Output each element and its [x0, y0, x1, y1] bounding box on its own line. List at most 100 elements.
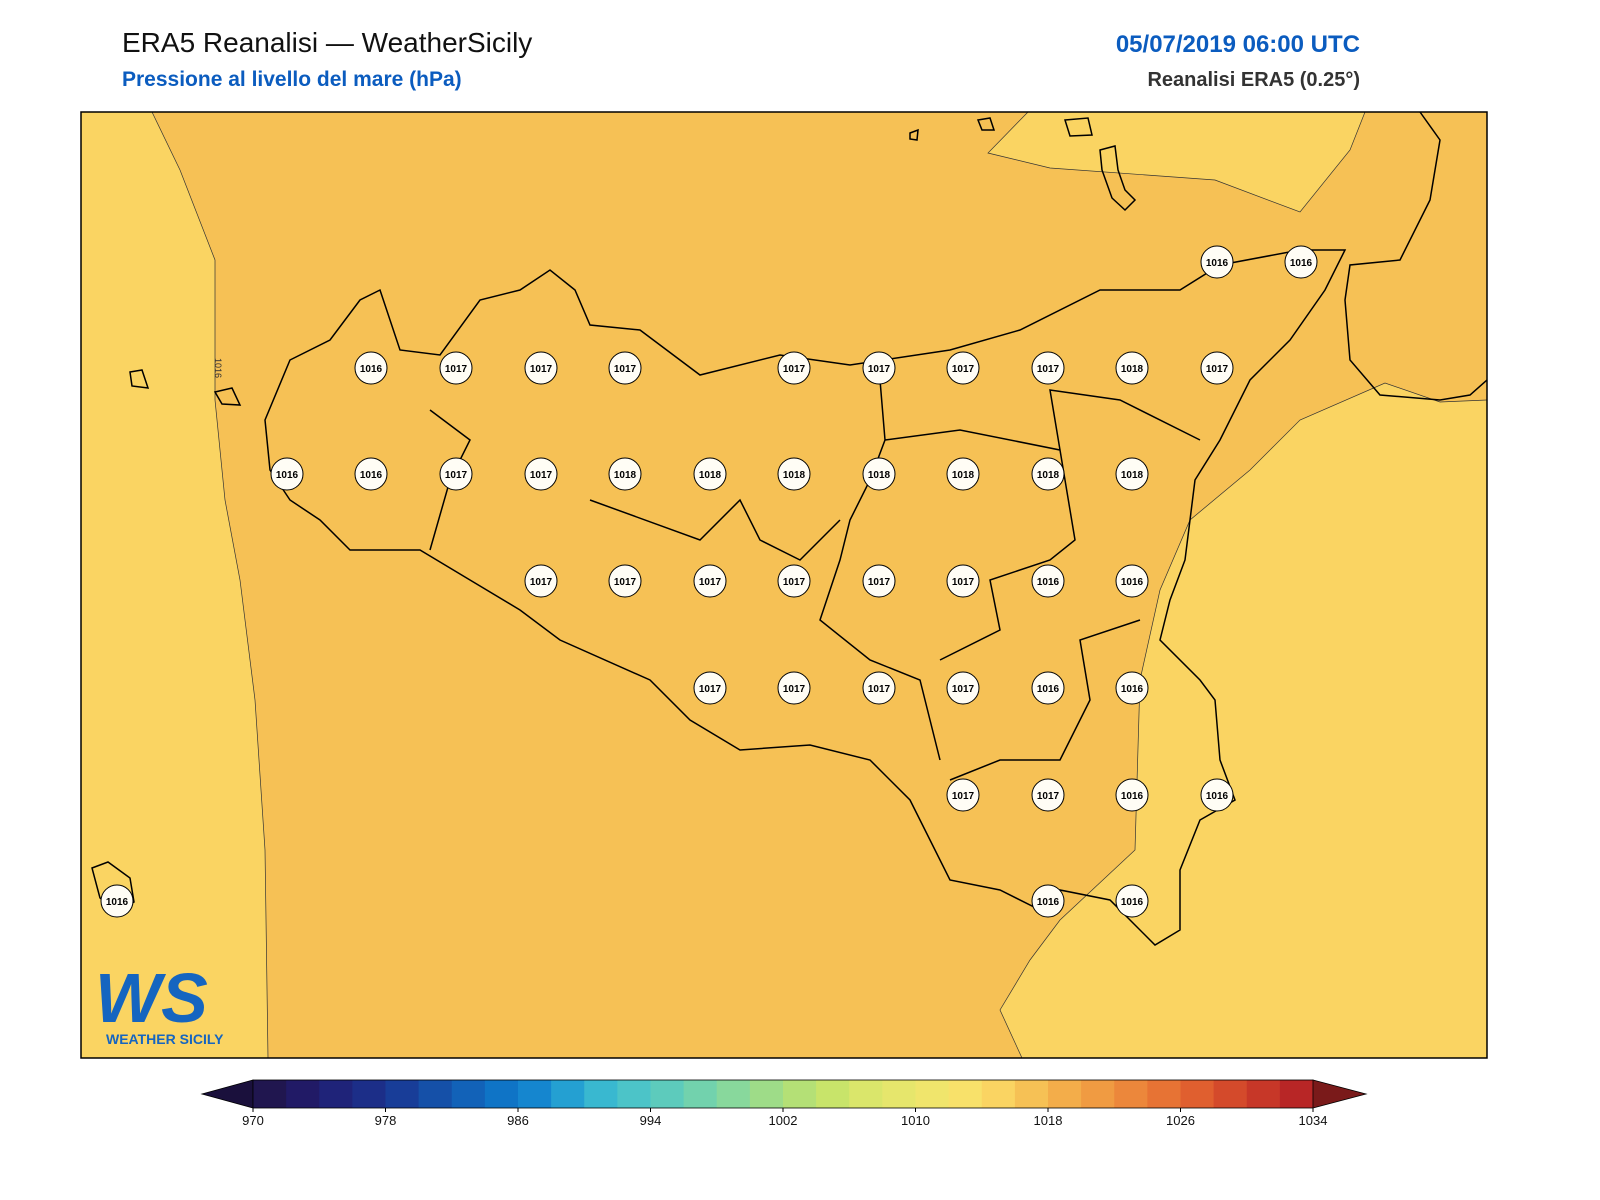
label-marker	[693, 671, 727, 705]
pressure-label: 1017	[1206, 364, 1229, 375]
label-marker	[1031, 457, 1065, 491]
colorbar-bin	[1014, 1080, 1049, 1108]
pressure-label: 1016	[1037, 684, 1060, 695]
pressure-label: 1017	[783, 577, 806, 588]
colorbar-bin	[783, 1080, 817, 1108]
pressure-label: 1018	[783, 470, 806, 481]
pressure-label: 1016	[1206, 791, 1229, 802]
label-marker	[862, 671, 896, 705]
colorbar-tick-label: 1002	[769, 1113, 798, 1128]
colorbar-bin	[451, 1080, 486, 1108]
sicily-coast	[264, 249, 1347, 946]
colorbar-bin	[286, 1080, 320, 1108]
colorbar-tick-label: 1018	[1034, 1113, 1063, 1128]
pressure-label: 1017	[952, 684, 975, 695]
pressure-label: 1017	[952, 791, 975, 802]
colorbar-bin	[253, 1080, 287, 1108]
label-marker	[693, 564, 727, 598]
title: ERA5 Reanalisi — WeatherSicily	[122, 27, 532, 58]
label-marker	[946, 778, 980, 812]
colorbar-bin	[1048, 1080, 1082, 1108]
label-marker	[1115, 778, 1149, 812]
colorbar-bin	[849, 1080, 883, 1108]
colorbar-bin	[948, 1080, 983, 1108]
pressure-label: 1017	[868, 684, 891, 695]
pressure-label: 1018	[699, 470, 722, 481]
map-frame	[80, 111, 1488, 1059]
colorbar: 970 978 986 994 1002 1010 1018 1026 1034	[200, 1079, 1368, 1128]
pressure-label: 1016	[1121, 577, 1144, 588]
label-marker	[1115, 351, 1149, 385]
label-marker	[862, 564, 896, 598]
label-marker	[1284, 245, 1318, 279]
colorbar-bin	[1213, 1080, 1248, 1108]
colorbar-tick-label: 1034	[1299, 1113, 1328, 1128]
label-marker	[1031, 884, 1065, 918]
pressure-label: 1018	[1037, 470, 1060, 481]
pressure-label: 1016	[106, 897, 129, 908]
label-marker	[1115, 671, 1149, 705]
colorbar-tick-label: 1010	[901, 1113, 930, 1128]
colorbar-bin	[584, 1080, 618, 1108]
label-marker	[439, 457, 473, 491]
label-marker	[1115, 884, 1149, 918]
pressure-label: 1016	[1037, 897, 1060, 908]
pressure-label: 1017	[614, 364, 637, 375]
logo-mark: WS	[95, 959, 208, 1037]
pressure-label: 1017	[952, 577, 975, 588]
pressure-label: 1017	[530, 470, 553, 481]
colorbar-tick-label: 1026	[1166, 1113, 1195, 1128]
colorbar-bin	[882, 1080, 916, 1108]
label-marker	[1115, 457, 1149, 491]
colorbar-tick-label: 986	[507, 1113, 529, 1128]
label-marker	[1115, 564, 1149, 598]
label-marker	[693, 457, 727, 491]
pressure-label: 1017	[868, 577, 891, 588]
colorbar-bin	[617, 1080, 651, 1108]
pressure-label: 1017	[952, 364, 975, 375]
label-marker	[1200, 351, 1234, 385]
colorbar-tick-label: 970	[242, 1113, 264, 1128]
label-marker	[354, 457, 388, 491]
colorbar-bin	[683, 1080, 718, 1108]
contour-label: 1016	[213, 358, 223, 378]
colorbar-over	[1312, 1079, 1368, 1109]
subtitle: Pressione al livello del mare (hPa)	[122, 68, 462, 91]
colorbar-bin	[716, 1080, 751, 1108]
pressure-label: 1018	[1121, 364, 1144, 375]
colorbar-bin	[1279, 1080, 1314, 1108]
pressure-label: 1017	[699, 577, 722, 588]
colorbar-bin	[1180, 1080, 1215, 1108]
label-marker	[777, 351, 811, 385]
colorbar-bin	[981, 1080, 1016, 1108]
colorbar-bin	[1081, 1080, 1115, 1108]
logo-name: WEATHER SICILY	[106, 1031, 224, 1047]
pressure-label: 1017	[699, 684, 722, 695]
colorbar-bin	[816, 1080, 850, 1108]
label-marker	[777, 671, 811, 705]
colorbar-bin	[352, 1080, 386, 1108]
pressure-label: 1016	[1121, 791, 1144, 802]
label-marker	[946, 351, 980, 385]
colorbar-bin	[1246, 1080, 1281, 1108]
pressure-label: 1018	[614, 470, 637, 481]
label-marker	[1031, 778, 1065, 812]
label-marker	[1200, 778, 1234, 812]
colorbar-bin	[484, 1080, 519, 1108]
label-marker	[270, 457, 304, 491]
colorbar-bin	[518, 1080, 552, 1108]
colorbar-bin	[650, 1080, 685, 1108]
pressure-label: 1016	[1037, 577, 1060, 588]
label-marker	[1031, 564, 1065, 598]
pressure-label: 1017	[783, 364, 806, 375]
pressure-label: 1016	[360, 470, 383, 481]
pressure-label: 1017	[445, 470, 468, 481]
label-marker	[946, 564, 980, 598]
pressure-label: 1017	[530, 364, 553, 375]
low-pressure-area	[81, 112, 268, 1058]
colorbar-under	[200, 1079, 254, 1109]
pressure-label: 1018	[868, 470, 891, 481]
island	[91, 117, 1137, 913]
colorbar-bin	[319, 1080, 353, 1108]
